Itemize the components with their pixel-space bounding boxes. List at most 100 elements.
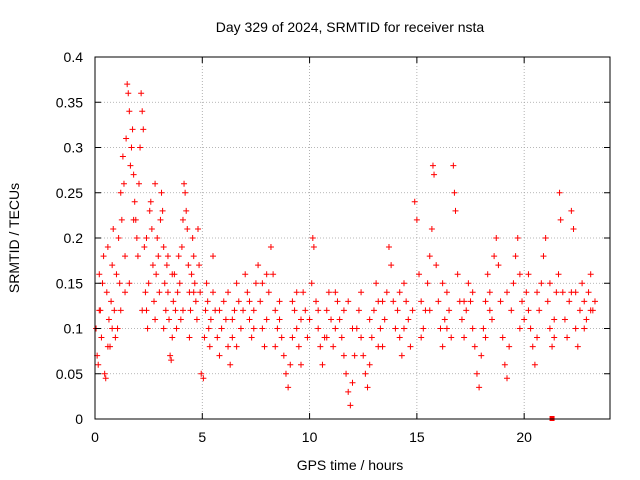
data-point xyxy=(177,316,184,323)
data-point xyxy=(141,244,148,251)
data-point xyxy=(358,334,365,341)
data-point xyxy=(495,262,502,269)
data-point xyxy=(553,289,560,296)
data-point xyxy=(164,253,171,260)
data-point xyxy=(204,298,211,305)
data-point xyxy=(461,298,468,305)
data-point xyxy=(100,253,107,260)
data-point xyxy=(401,325,407,332)
data-point xyxy=(104,343,111,350)
data-point xyxy=(287,361,294,368)
data-point xyxy=(116,280,123,287)
data-point xyxy=(259,280,266,287)
x-tick-label: 10 xyxy=(302,429,318,445)
data-point xyxy=(170,298,177,305)
data-point xyxy=(302,307,309,314)
data-point xyxy=(128,144,135,151)
data-point xyxy=(568,207,575,214)
data-point xyxy=(555,271,562,278)
data-point xyxy=(96,271,103,278)
data-point xyxy=(108,298,115,305)
data-point xyxy=(551,316,558,323)
data-point xyxy=(587,307,594,314)
data-point xyxy=(308,280,315,287)
data-point xyxy=(564,334,571,341)
data-point xyxy=(200,375,207,382)
y-tick-label: 0.4 xyxy=(64,49,84,65)
data-point xyxy=(309,235,316,241)
data-point xyxy=(497,298,504,305)
data-point xyxy=(155,253,162,260)
data-point xyxy=(368,334,375,341)
data-point xyxy=(542,235,549,241)
data-point xyxy=(561,316,568,323)
data-point xyxy=(246,298,253,305)
data-point xyxy=(214,334,221,341)
data-point xyxy=(113,271,120,278)
data-point xyxy=(570,225,577,232)
data-point xyxy=(291,307,298,314)
data-point xyxy=(112,334,119,341)
data-point xyxy=(164,289,171,296)
data-point xyxy=(285,384,292,391)
data-point xyxy=(272,343,279,350)
data-point xyxy=(147,198,154,205)
data-point xyxy=(345,388,352,395)
data-point xyxy=(482,334,489,341)
data-point xyxy=(557,216,564,223)
data-point xyxy=(240,307,247,314)
data-point xyxy=(225,343,232,350)
data-point xyxy=(304,334,311,341)
data-point xyxy=(205,325,212,332)
data-point xyxy=(315,325,322,332)
data-point xyxy=(484,271,491,278)
data-point xyxy=(167,352,174,359)
data-point xyxy=(540,253,547,260)
data-point xyxy=(366,316,373,323)
data-point xyxy=(538,280,545,287)
data-point xyxy=(175,253,182,260)
data-point xyxy=(519,298,526,305)
data-point xyxy=(233,343,240,350)
data-point xyxy=(280,352,287,359)
data-point xyxy=(274,325,281,332)
data-point xyxy=(583,316,590,323)
data-point xyxy=(385,244,392,251)
data-point xyxy=(317,343,324,350)
data-point xyxy=(461,334,468,341)
data-point xyxy=(210,253,217,260)
data-point xyxy=(96,307,103,314)
data-point xyxy=(525,307,532,314)
data-point xyxy=(480,325,487,332)
data-point xyxy=(142,289,149,296)
data-point xyxy=(242,271,249,278)
data-point xyxy=(117,307,124,314)
data-point xyxy=(201,334,208,341)
data-point xyxy=(433,262,440,269)
data-point xyxy=(343,370,350,377)
data-point xyxy=(117,189,124,196)
data-point xyxy=(332,325,339,332)
data-point xyxy=(289,298,296,305)
data-point xyxy=(105,316,112,323)
data-point xyxy=(126,108,133,115)
data-point xyxy=(572,325,579,332)
data-point xyxy=(362,370,369,377)
data-point xyxy=(115,235,122,241)
data-point xyxy=(448,334,455,341)
data-point xyxy=(206,343,213,350)
data-point xyxy=(409,307,416,314)
data-point xyxy=(551,334,558,341)
data-point xyxy=(306,316,313,323)
data-point xyxy=(101,370,108,377)
data-point xyxy=(265,289,272,296)
plot-frame xyxy=(94,56,611,420)
data-point xyxy=(159,207,166,214)
data-point xyxy=(328,316,335,323)
data-point xyxy=(463,307,470,314)
data-point xyxy=(499,334,506,341)
data-point xyxy=(585,289,592,296)
data-point xyxy=(193,316,200,323)
y-axis-title: SRMTID / TECUs xyxy=(6,183,22,293)
data-point xyxy=(237,325,244,332)
